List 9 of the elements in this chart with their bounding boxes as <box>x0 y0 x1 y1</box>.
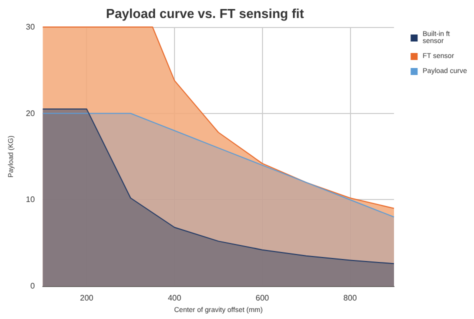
y-tick-label: 10 <box>26 195 36 204</box>
x-tick-label: 400 <box>168 294 182 303</box>
x-tick-label: 600 <box>256 294 270 303</box>
x-tick-label: 800 <box>343 294 358 303</box>
chart-title: Payload curve vs. FT sensing fit <box>106 6 305 21</box>
y-tick-label: 20 <box>26 108 36 118</box>
x-tick-label: 200 <box>80 294 94 303</box>
y-tick-label: 0 <box>30 282 36 291</box>
y-tick-label: 30 <box>26 22 36 32</box>
